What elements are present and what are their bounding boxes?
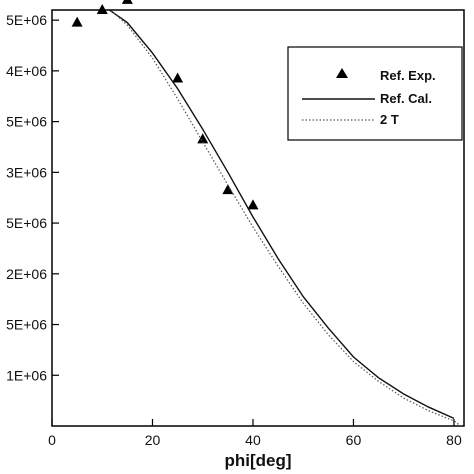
legend-label-ref-cal: Ref. Cal. [380,91,432,106]
y-tick-label: 5E+06 [6,317,47,333]
data-point-ref-exp [197,133,209,144]
y-tick-label: 5E+06 [6,114,47,130]
x-axis-title: phi[deg] [224,451,291,470]
data-point-ref-exp [172,72,184,83]
ticks-layer: 0 20 40 60 80 1E+06 5E+06 2E+06 5E+06 3E+06 5E+06 4… [6,12,462,448]
x-tick-label: 80 [446,432,462,448]
legend-label-ref-exp: Ref. Exp. [380,68,436,83]
y-tick-label: 2E+06 [6,266,47,282]
plot-frame [51,9,465,427]
x-tick-label: 40 [245,432,261,448]
series-layer [71,0,462,426]
data-point-ref-exp [121,0,133,4]
y-tick-label: 4E+06 [6,63,47,79]
data-point-ref-exp [247,199,259,210]
y-tick-label: 5E+06 [6,12,47,28]
y-tick-label: 5E+06 [6,215,47,231]
data-point-ref-exp [222,184,234,195]
data-point-ref-exp [71,16,83,27]
legend: Ref. Exp. Ref. Cal. 2 T [287,46,463,141]
legend-label-2t: 2 T [380,112,399,127]
legend-box [287,46,463,141]
x-tick-label: 60 [346,432,362,448]
series-line-ref-cal [108,10,455,420]
x-tick-label: 20 [145,432,161,448]
x-tick-label: 0 [48,432,56,448]
data-point-ref-exp [96,4,108,14]
legend-marker-ref-exp [336,68,348,78]
series-line-2t [109,10,462,426]
y-tick-label: 3E+06 [6,164,47,180]
y-tick-label: 1E+06 [6,367,47,383]
